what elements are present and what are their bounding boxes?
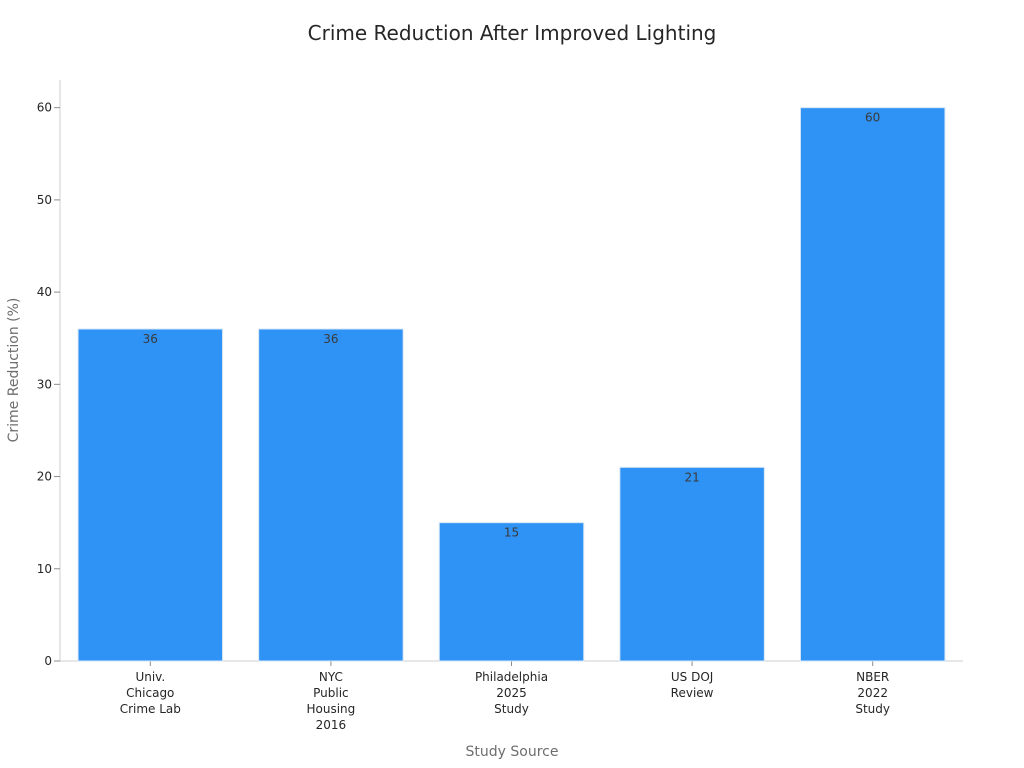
y-tick-label: 60: [37, 101, 52, 115]
y-tick-label: 10: [37, 562, 52, 576]
bar-value-label: 15: [504, 526, 519, 540]
x-tick-label: NBER 2022 Study: [855, 670, 890, 716]
x-tick-label: Univ. Chicago Crime Lab: [120, 670, 181, 716]
bar: [619, 466, 765, 662]
y-tick-label: 40: [37, 285, 52, 299]
x-axis: Univ. Chicago Crime Lab NYC Public Housing 201…: [60, 660, 963, 732]
bar: [799, 107, 946, 662]
bar-value-label: 36: [323, 332, 338, 346]
bars: [77, 107, 946, 662]
x-tick-label: Philadelphia 2025 Study: [475, 670, 548, 716]
x-axis-title: Study Source: [466, 744, 559, 760]
y-tick-label: 50: [37, 193, 52, 207]
bar-value-label: 60: [865, 111, 880, 125]
chart-title: Crime Reduction After Improved Lighting: [308, 21, 717, 45]
bar: [77, 328, 224, 662]
bar-value-label: 21: [684, 470, 699, 484]
bar-value-label: 36: [143, 332, 158, 346]
y-tick-label: 0: [44, 654, 52, 668]
y-tick-label: 20: [37, 470, 52, 484]
x-tick-label: NYC Public Housing 2016: [307, 670, 356, 732]
y-axis-title: Crime Reduction (%): [6, 298, 22, 443]
bar: [438, 522, 585, 662]
bar: [258, 328, 404, 662]
data-labels: 36 36 15 21 60: [143, 111, 881, 540]
y-axis: 0 10 20 30 40 50 60: [37, 80, 61, 668]
x-tick-label: US DOJ Review: [671, 670, 714, 700]
y-tick-label: 30: [37, 377, 52, 391]
